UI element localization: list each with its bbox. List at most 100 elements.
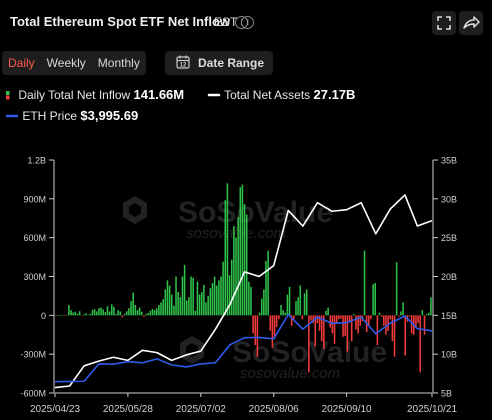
inflow-bar xyxy=(63,315,66,316)
inflow-bar xyxy=(380,315,383,317)
inflow-bar xyxy=(104,312,107,316)
inflow-bar xyxy=(70,310,72,316)
inflow-bar xyxy=(316,315,319,324)
inflow-bar xyxy=(419,315,421,373)
inflow-bar xyxy=(121,315,124,318)
inflow-bar xyxy=(93,309,96,316)
legend-assets[interactable]: Total Net Assets 27.17B xyxy=(207,86,355,104)
x-axis-tick-label: 2025/10/21 xyxy=(407,404,457,415)
inflow-bar xyxy=(239,187,242,316)
inflow-bar xyxy=(89,313,92,316)
inflow-bar xyxy=(113,306,115,316)
inflow-bar xyxy=(430,297,432,316)
inflow-bar xyxy=(293,315,295,321)
inflow-bar xyxy=(248,281,250,316)
inflow-bar xyxy=(74,311,77,316)
calendar-icon: 12 xyxy=(176,55,190,69)
inflow-bar xyxy=(175,276,177,316)
inflow-bar xyxy=(57,315,59,316)
inflow-bar xyxy=(222,261,224,316)
inflow-bar xyxy=(125,311,128,316)
timezone-label[interactable]: EST i xyxy=(214,15,255,29)
legend-eth[interactable]: ETH Price $3,995.69 xyxy=(5,107,138,125)
share-icon xyxy=(463,16,480,29)
inflow-bar xyxy=(404,315,406,356)
inflow-bar xyxy=(254,315,257,346)
inflow-bar xyxy=(258,312,261,316)
inflow-bar xyxy=(327,307,329,316)
inflow-bar xyxy=(400,311,402,316)
date-range-button[interactable]: 12 Date Range xyxy=(165,51,273,75)
inflow-bar xyxy=(230,259,233,316)
left-axis-tick-label: -600M xyxy=(20,389,46,399)
inflow-bar xyxy=(284,312,287,316)
inflow-bar xyxy=(376,315,379,346)
inflow-bar xyxy=(95,311,98,316)
inflow-bar xyxy=(59,314,62,316)
share-button[interactable] xyxy=(459,11,483,35)
inflow-bar xyxy=(205,302,207,316)
inflow-bar xyxy=(260,298,263,316)
tab-weekly[interactable]: Weekly xyxy=(46,56,86,70)
inflow-bar xyxy=(168,285,171,316)
inflow-bar xyxy=(151,308,154,316)
inflow-bar xyxy=(162,299,164,316)
inflow-bar xyxy=(200,292,203,316)
inflow-bar xyxy=(213,276,216,316)
inflow-bar xyxy=(100,307,102,316)
x-axis-tick-label: 2025/09/10 xyxy=(322,404,372,415)
inflow-bar xyxy=(308,315,310,373)
inflow-bar xyxy=(273,315,276,339)
eth-price-line xyxy=(54,313,433,383)
right-axis-tick-label: 15B xyxy=(441,311,457,321)
timezone-info-icon[interactable]: i xyxy=(241,16,255,29)
inflow-bar xyxy=(363,250,366,316)
watermark-brand-top: SoSoValue xyxy=(178,196,333,229)
inflow-bar xyxy=(278,315,280,320)
inflow-bar xyxy=(335,315,338,324)
inflow-bar xyxy=(410,315,413,334)
inflow-bar xyxy=(228,275,231,316)
inflow-bar xyxy=(177,292,179,316)
inflow-bar xyxy=(85,313,87,316)
inflow-bar xyxy=(136,310,139,316)
inflow-bar xyxy=(145,314,147,316)
fullscreen-button[interactable] xyxy=(432,11,456,35)
total-net-assets-line xyxy=(54,194,433,389)
legend-inflow-value: 141.66M xyxy=(133,87,185,102)
inflow-bar xyxy=(428,312,430,316)
inflow-bar xyxy=(198,294,201,316)
inflow-bar xyxy=(333,315,336,344)
inflow-bar xyxy=(331,315,334,334)
inflow-bar xyxy=(325,310,327,316)
inflow-bar xyxy=(233,226,235,316)
legend-assets-label: Total Net Assets xyxy=(224,88,311,102)
inflow-bar xyxy=(329,315,332,328)
inflow-bar xyxy=(393,315,396,357)
x-axis-tick-label: 2025/07/02 xyxy=(176,404,226,415)
x-axis-tick-label: 2025/08/06 xyxy=(249,404,299,415)
right-axis-tick-label: 30B xyxy=(441,194,457,204)
interval-tabs: Daily Weekly Monthly xyxy=(2,51,146,75)
fullscreen-icon xyxy=(437,16,451,30)
inflow-bar xyxy=(147,313,149,316)
tab-monthly[interactable]: Monthly xyxy=(97,56,140,70)
inflow-bar xyxy=(385,315,387,335)
inflow-bar xyxy=(192,277,194,316)
inflow-bar xyxy=(153,309,156,316)
left-axis-tick-label: 0 xyxy=(41,311,46,321)
inflow-bar xyxy=(348,315,351,323)
inflow-bar xyxy=(140,311,143,316)
inflow-bar xyxy=(395,262,398,316)
legend-inflow[interactable]: Daily Total Net Inflow 141.66M xyxy=(5,86,184,104)
inflow-bar xyxy=(160,302,162,316)
date-range-label: Date Range xyxy=(198,56,265,70)
inflow-bar xyxy=(173,305,175,316)
inflow-bar xyxy=(310,315,312,321)
inflow-bar xyxy=(241,184,244,316)
legend-eth-value: $3,995.69 xyxy=(80,108,139,123)
inflow-bar xyxy=(374,282,377,316)
inflow-bar xyxy=(391,315,394,342)
inflow-bar xyxy=(318,315,321,331)
tab-daily[interactable]: Daily xyxy=(8,56,35,70)
